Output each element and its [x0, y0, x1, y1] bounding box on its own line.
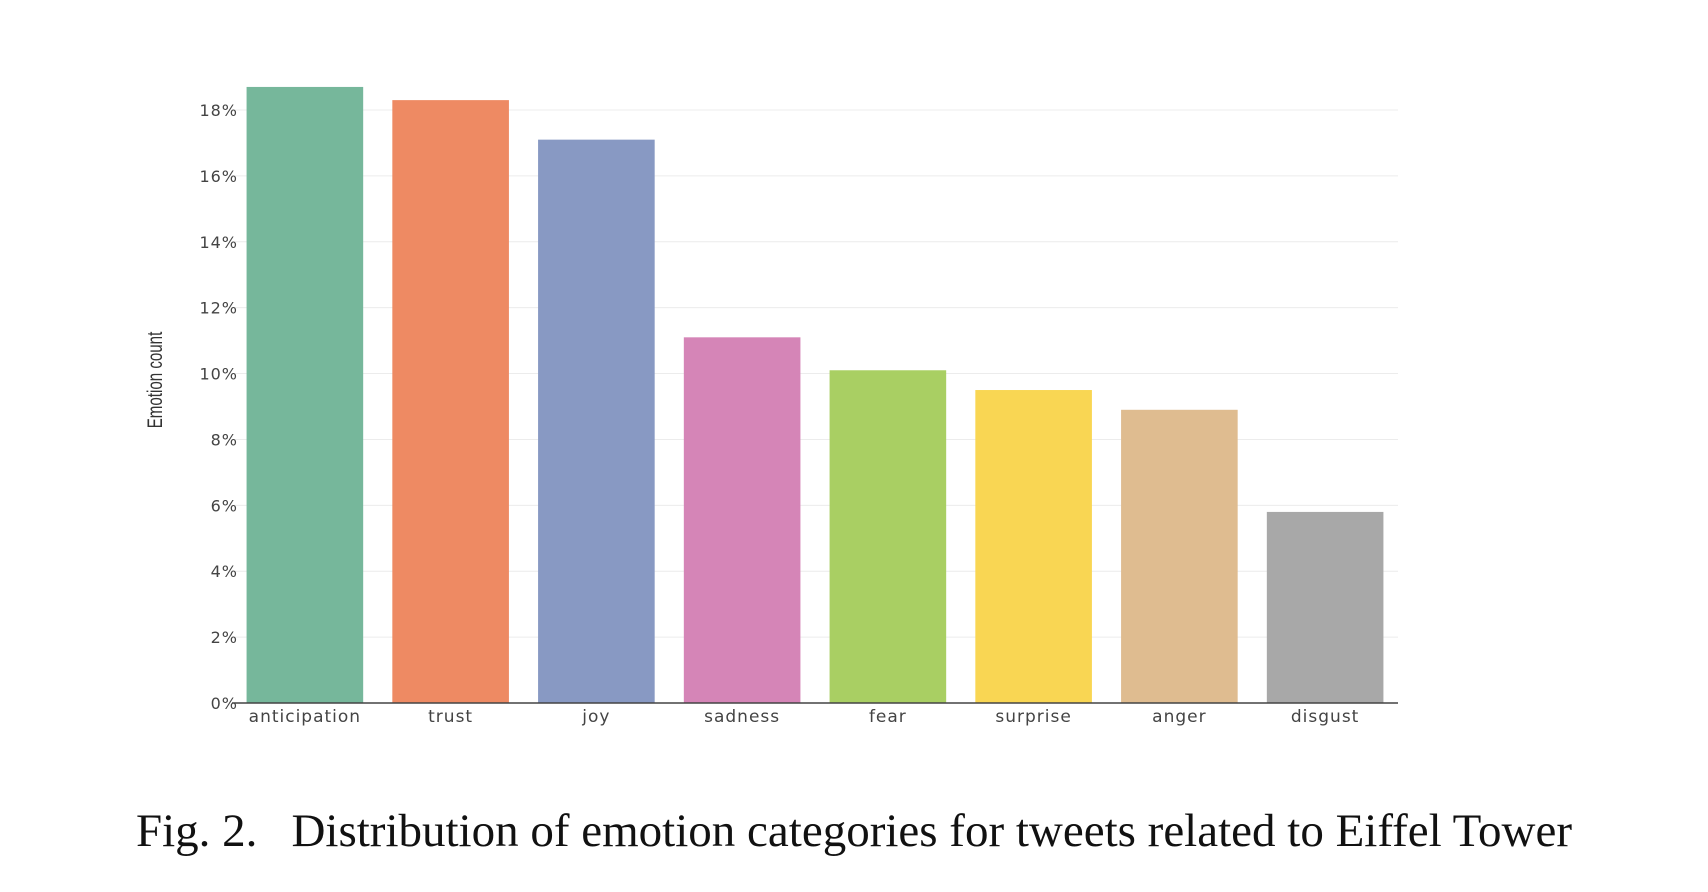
bar-anticipation [246, 86, 364, 703]
bar-joy [538, 139, 655, 703]
bar-surprise [975, 390, 1092, 703]
figure-caption-text: Distribution of emotion categories for t… [291, 805, 1573, 857]
x-tick-label-joy: joy [581, 707, 610, 727]
y-tick-label: 16% [199, 167, 238, 186]
y-tick-label: 14% [199, 233, 238, 252]
x-tick-label-trust: trust [428, 707, 473, 727]
x-tick-label-anger: anger [1152, 707, 1206, 727]
y-tick-label: 0% [211, 694, 238, 713]
figure-caption: Fig. 2. Distribution of emotion categorie… [0, 804, 1708, 858]
y-axis-label: Emotion count [142, 332, 166, 429]
figure-number: Fig. 2. [135, 805, 258, 857]
y-tick-label: 2% [211, 628, 238, 647]
y-tick-labels: 0% 2% 4% 6% 8% 10% 12% 14% 16% 18% [199, 101, 238, 713]
x-tick-labels: anticipation trust joy sadness fear surprise a… [249, 707, 1359, 727]
bars [246, 86, 1384, 703]
bar-anger [1121, 409, 1238, 703]
bar-disgust [1266, 511, 1384, 703]
y-tick-label: 4% [211, 562, 238, 581]
x-tick-label-surprise: surprise [995, 707, 1071, 727]
y-tick-label: 8% [211, 430, 238, 449]
bar-fear [829, 370, 947, 703]
y-tick-label: 18% [199, 101, 238, 120]
x-tick-label-anticipation: anticipation [249, 707, 361, 727]
x-tick-label-fear: fear [869, 707, 907, 727]
bar-trust [392, 100, 509, 703]
y-tick-label: 6% [211, 496, 238, 515]
x-tick-label-sadness: sadness [704, 707, 780, 727]
y-tick-label: 12% [199, 299, 238, 318]
bar-sadness [683, 337, 801, 703]
x-tick-label-disgust: disgust [1291, 707, 1359, 727]
y-tick-label: 10% [199, 365, 238, 384]
